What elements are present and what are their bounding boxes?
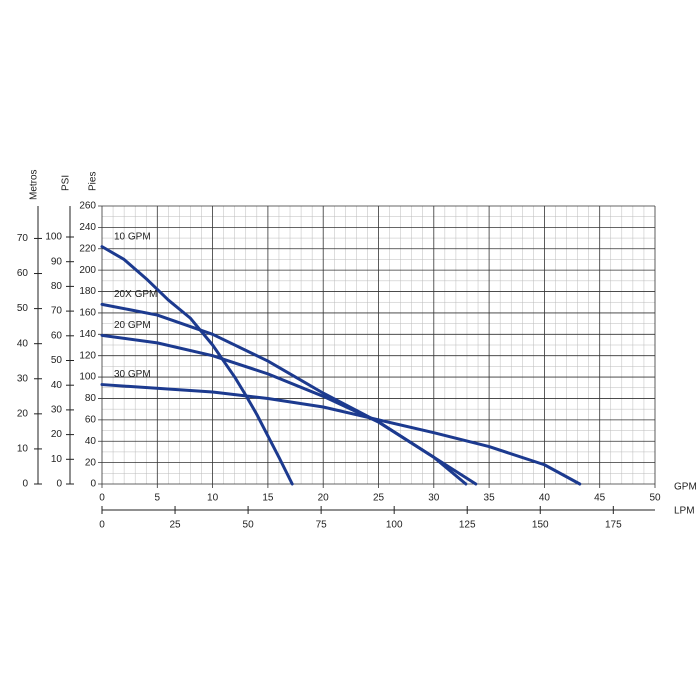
- x2-tick-label: 75: [316, 520, 328, 531]
- x-tick-label: 0: [99, 493, 105, 504]
- y-tick-label: 220: [79, 243, 96, 254]
- y-tick-label: 0: [90, 479, 96, 490]
- x-tick-label: 25: [373, 493, 385, 504]
- y-tick-label: 120: [79, 350, 96, 361]
- y3-tick-label: 50: [17, 303, 29, 314]
- y3-tick-label: 10: [17, 444, 29, 455]
- curve-label: 20X GPM: [114, 289, 157, 300]
- x2-tick-label: 50: [243, 520, 255, 531]
- y-tick-label: 160: [79, 308, 96, 319]
- y2-tick-label: 70: [51, 306, 63, 317]
- curve-label: 20 GPM: [114, 320, 151, 331]
- y3-axis-title: Metros: [29, 169, 40, 200]
- y-tick-label: 60: [85, 414, 97, 425]
- y3-tick-label: 20: [17, 408, 29, 419]
- x-axis-title: GPM: [674, 482, 697, 493]
- x-tick-label: 45: [594, 493, 606, 504]
- x-tick-label: 10: [207, 493, 219, 504]
- pump-curve: [100, 333, 468, 486]
- y-tick-label: 40: [85, 436, 97, 447]
- x2-tick-label: 150: [532, 520, 549, 531]
- y3-tick-label: 30: [17, 373, 29, 384]
- y2-tick-label: 90: [51, 256, 63, 267]
- x2-tick-label: 100: [386, 520, 403, 531]
- x-tick-label: 35: [484, 493, 496, 504]
- curve-label: 30 GPM: [114, 369, 151, 380]
- y-axis-title: Pies: [88, 172, 99, 191]
- y3-tick-label: 0: [22, 479, 28, 490]
- y-tick-label: 140: [79, 329, 96, 340]
- y2-tick-label: 20: [51, 429, 63, 440]
- y3-tick-label: 40: [17, 338, 29, 349]
- x-tick-label: 50: [649, 493, 661, 504]
- y3-tick-label: 70: [17, 233, 29, 244]
- y2-tick-label: 60: [51, 330, 63, 341]
- x-tick-label: 40: [539, 493, 551, 504]
- x2-tick-label: 175: [605, 520, 622, 531]
- y2-tick-label: 80: [51, 281, 63, 292]
- x-tick-label: 30: [428, 493, 440, 504]
- y2-axis-title: PSI: [61, 175, 72, 191]
- y-tick-label: 240: [79, 222, 96, 233]
- pump-curve: [100, 302, 478, 486]
- y-tick-label: 260: [79, 201, 96, 212]
- x2-tick-label: 0: [99, 520, 105, 531]
- x2-tick-label: 25: [169, 520, 181, 531]
- y3-tick-label: 60: [17, 268, 29, 279]
- y-tick-label: 200: [79, 265, 96, 276]
- x2-axis-title: LPM: [674, 506, 695, 517]
- pump-curve: [100, 245, 294, 486]
- y-tick-label: 80: [85, 393, 97, 404]
- x-tick-label: 5: [155, 493, 161, 504]
- y2-tick-label: 50: [51, 355, 63, 366]
- y2-tick-label: 10: [51, 454, 63, 465]
- y2-tick-label: 0: [56, 479, 62, 490]
- y-tick-label: 180: [79, 286, 96, 297]
- x-tick-label: 20: [318, 493, 330, 504]
- y2-tick-label: 30: [51, 405, 63, 416]
- x-tick-label: 15: [262, 493, 274, 504]
- curve-label: 10 GPM: [114, 231, 151, 242]
- y2-tick-label: 100: [45, 232, 62, 243]
- y-tick-label: 100: [79, 372, 96, 383]
- x2-tick-label: 125: [459, 520, 476, 531]
- y-tick-label: 20: [85, 457, 97, 468]
- pump-curve: [100, 383, 582, 486]
- y2-tick-label: 40: [51, 380, 63, 391]
